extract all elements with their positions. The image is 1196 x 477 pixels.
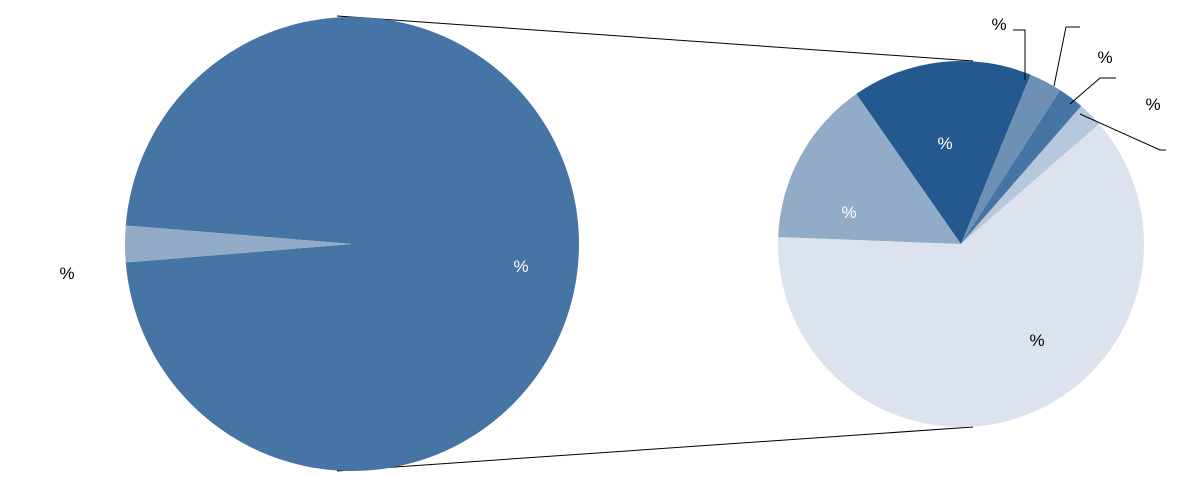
secondary-pie (777, 61, 1144, 427)
secondary-pie-slice-4 (961, 90, 1082, 245)
secondary-pie-slice-3 (961, 74, 1061, 244)
main-pie-label-1: % (59, 264, 74, 283)
data-labels: %%%%%%%% (59, 15, 1160, 350)
leader-lines (1013, 26, 1166, 151)
leader-line-1 (1053, 26, 1080, 87)
main-pie-slice-1 (125, 225, 353, 263)
secondary-pie-label-2: % (937, 134, 952, 153)
main-pie-slice-0 (125, 16, 580, 471)
secondary-pie-label-1: % (841, 203, 856, 222)
secondary-pie-label-5: % (1145, 95, 1160, 114)
connector-lines (336, 15, 974, 472)
connector-line-0 (336, 15, 974, 62)
main-pie (125, 16, 580, 471)
secondary-pie-label-0: % (1029, 331, 1044, 350)
secondary-pie-label-3: % (991, 15, 1006, 34)
secondary-pie-slice-0 (777, 123, 1144, 427)
main-pie-label-0: % (513, 257, 528, 276)
connector-line-1 (336, 426, 974, 472)
secondary-pie-label-4: % (1097, 48, 1112, 67)
leader-line-0 (1013, 29, 1026, 80)
secondary-pie-slice-2 (856, 61, 1031, 244)
secondary-pie-slice-5 (961, 106, 1100, 244)
leader-line-3 (1079, 113, 1166, 151)
leader-line-2 (1069, 77, 1116, 105)
secondary-pie-slice-1 (778, 93, 961, 244)
